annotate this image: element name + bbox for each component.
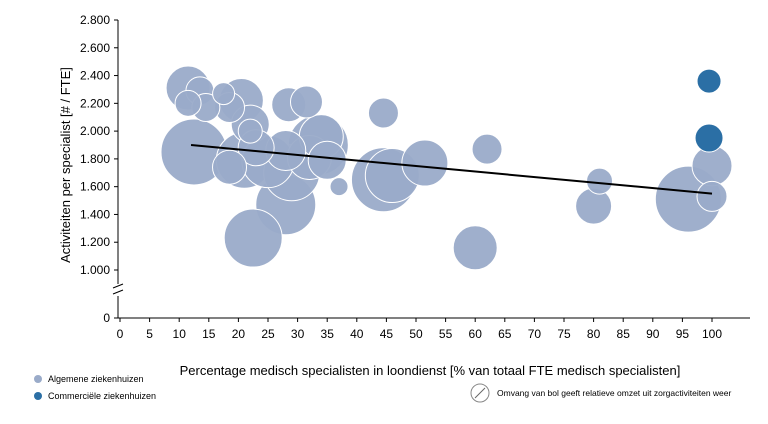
legend-label-commercieel: Commerciële ziekenhuizen (48, 391, 156, 401)
x-tick-label: 35 (321, 327, 335, 341)
x-tick-label: 50 (409, 327, 423, 341)
legend-label-algemene: Algemene ziekenhuizen (48, 374, 144, 384)
x-tick-label: 75 (557, 327, 571, 341)
bubble-algemene (223, 208, 283, 268)
size-note-text: Omvang van bol geeft relatieve omzet uit… (497, 388, 732, 398)
size-note-circle-icon (470, 383, 490, 403)
axes: 0 1.000 1.200 1.400 1.600 1.800 2.000 2.200 2.40… (80, 13, 750, 341)
x-tick-label: 45 (380, 327, 394, 341)
x-tick-label: 15 (202, 327, 216, 341)
x-tick-label: 40 (350, 327, 364, 341)
y-tick-label: 1.600 (80, 180, 110, 194)
x-tick-label: 0 (117, 327, 124, 341)
legend-swatch-commercieel (34, 392, 42, 400)
y-tick-label: 1.200 (80, 235, 110, 249)
bubble-algemene (452, 225, 498, 271)
bubble-algemene (696, 180, 728, 212)
legend: Algemene ziekenhuizen Commerciële zieken… (34, 374, 732, 403)
bubble-algemene (307, 140, 347, 180)
y-axis-label: Activiteiten per specialist [# / FTE] (58, 67, 73, 263)
y-tick-label: 1.800 (80, 152, 110, 166)
y-tick-label: 1.000 (80, 263, 110, 277)
bubbles (160, 65, 733, 271)
bubble-algemene (575, 187, 613, 225)
x-tick-label: 25 (261, 327, 275, 341)
x-tick-label: 95 (676, 327, 690, 341)
y-axis-break-mark (112, 289, 124, 295)
trendline-layer (190, 144, 713, 195)
bubble-algemene (586, 167, 614, 195)
x-tick-label: 80 (587, 327, 601, 341)
y-tick-label: 2.000 (80, 124, 110, 138)
bubble-algemene (174, 89, 202, 117)
x-tick-label: 70 (528, 327, 542, 341)
bubble-algemene (289, 85, 323, 119)
y-tick-label: 1.400 (80, 207, 110, 221)
x-tick-label: 85 (617, 327, 631, 341)
x-tick-label: 90 (646, 327, 660, 341)
bubble-algemene (212, 149, 248, 185)
x-tick-label: 60 (469, 327, 483, 341)
size-note: Omvang van bol geeft relatieve omzet uit… (470, 383, 732, 403)
bubble-algemene (471, 133, 503, 165)
y-tick-label: 2.600 (80, 41, 110, 55)
bubble-algemene (329, 177, 349, 197)
x-tick-label: 5 (146, 327, 153, 341)
x-tick-label: 20 (232, 327, 246, 341)
y-tick-label: 2.400 (80, 69, 110, 83)
y-tick-label: 0 (103, 311, 110, 325)
x-tick-label: 65 (498, 327, 512, 341)
bubble-commercieel (696, 68, 722, 94)
y-tick-label: 2.200 (80, 96, 110, 110)
size-note-arrow-icon (474, 387, 486, 399)
bubble-algemene (212, 82, 236, 106)
trendline (190, 144, 713, 195)
x-tick-label: 55 (439, 327, 453, 341)
legend-swatch-algemene (34, 375, 42, 383)
x-axis-label: Percentage medisch specialisten in loond… (180, 363, 681, 378)
labels: Percentage medisch specialisten in loond… (58, 67, 680, 378)
bubble-algemene (401, 139, 449, 187)
bubble-algemene (237, 118, 263, 144)
y-axis-break-mark (112, 283, 124, 289)
x-tick-label: 30 (291, 327, 305, 341)
y-tick-label: 2.800 (80, 13, 110, 27)
x-tick-label: 100 (702, 327, 722, 341)
bubble-algemene (367, 97, 399, 129)
x-tick-label: 10 (173, 327, 187, 341)
bubble-commercieel (694, 123, 724, 153)
